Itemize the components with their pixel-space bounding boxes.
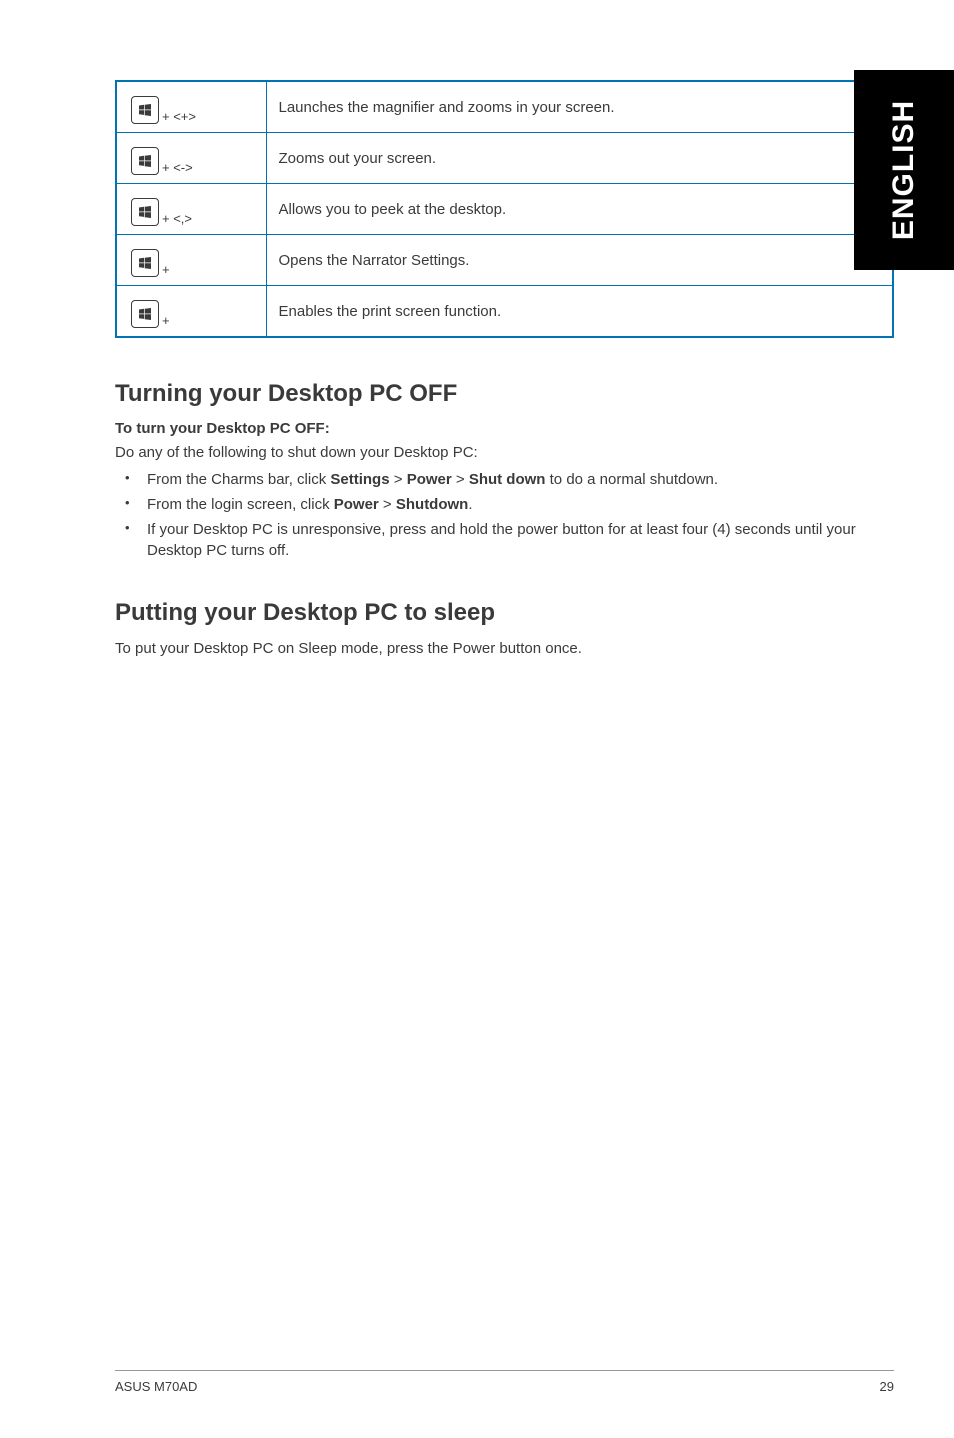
shortcut-key-text: + <->	[162, 160, 193, 175]
list-item: From the Charms bar, click Settings > Po…	[143, 469, 894, 490]
shortcut-desc-cell: Launches the magnifier and zooms in your…	[266, 81, 893, 133]
footer-page-number: 29	[880, 1379, 894, 1394]
table-row: + <-> Zooms out your screen.	[116, 133, 893, 184]
shortcut-key-text: +	[162, 262, 170, 277]
shortcut-key-cell: + <->	[116, 133, 266, 184]
list-item: From the login screen, click Power > Shu…	[143, 494, 894, 515]
windows-key-icon	[131, 147, 159, 175]
table-row: + Opens the Narrator Settings.	[116, 235, 893, 286]
table-row: + <+> Launches the magnifier and zooms in…	[116, 81, 893, 133]
windows-key-icon	[131, 96, 159, 124]
shortcut-key-cell: + <+>	[116, 81, 266, 133]
page-footer: ASUS M70AD 29	[115, 1370, 894, 1394]
shortcut-desc-cell: Allows you to peek at the desktop.	[266, 184, 893, 235]
section-heading-turn-off: Turning your Desktop PC OFF	[115, 380, 894, 408]
turn-off-bullets: From the Charms bar, click Settings > Po…	[115, 469, 894, 561]
section-heading-sleep: Putting your Desktop PC to sleep	[115, 599, 894, 627]
shortcut-key-cell: +	[116, 286, 266, 338]
shortcut-desc-cell: Zooms out your screen.	[266, 133, 893, 184]
shortcut-key-text: + <,>	[162, 211, 192, 226]
shortcut-key-text: +	[162, 313, 170, 328]
shortcut-key-text: + <+>	[162, 109, 196, 124]
shortcut-key-cell: +	[116, 235, 266, 286]
language-tab: ENGLISH	[854, 70, 954, 270]
table-row: + Enables the print screen function.	[116, 286, 893, 338]
sleep-body: To put your Desktop PC on Sleep mode, pr…	[115, 639, 894, 659]
table-row: + <,> Allows you to peek at the desktop.	[116, 184, 893, 235]
turn-off-intro: Do any of the following to shut down you…	[115, 443, 894, 463]
language-tab-label: ENGLISH	[887, 100, 921, 240]
windows-key-icon	[131, 198, 159, 226]
shortcuts-table: + <+> Launches the magnifier and zooms in…	[115, 80, 894, 338]
windows-key-icon	[131, 300, 159, 328]
page-content: + <+> Launches the magnifier and zooms in…	[0, 0, 954, 658]
shortcut-key-cell: + <,>	[116, 184, 266, 235]
footer-model: ASUS M70AD	[115, 1379, 197, 1394]
turn-off-subhead: To turn your Desktop PC OFF:	[115, 420, 894, 437]
windows-key-icon	[131, 249, 159, 277]
shortcut-desc-cell: Opens the Narrator Settings.	[266, 235, 893, 286]
shortcut-desc-cell: Enables the print screen function.	[266, 286, 893, 338]
list-item: If your Desktop PC is unresponsive, pres…	[143, 519, 894, 561]
